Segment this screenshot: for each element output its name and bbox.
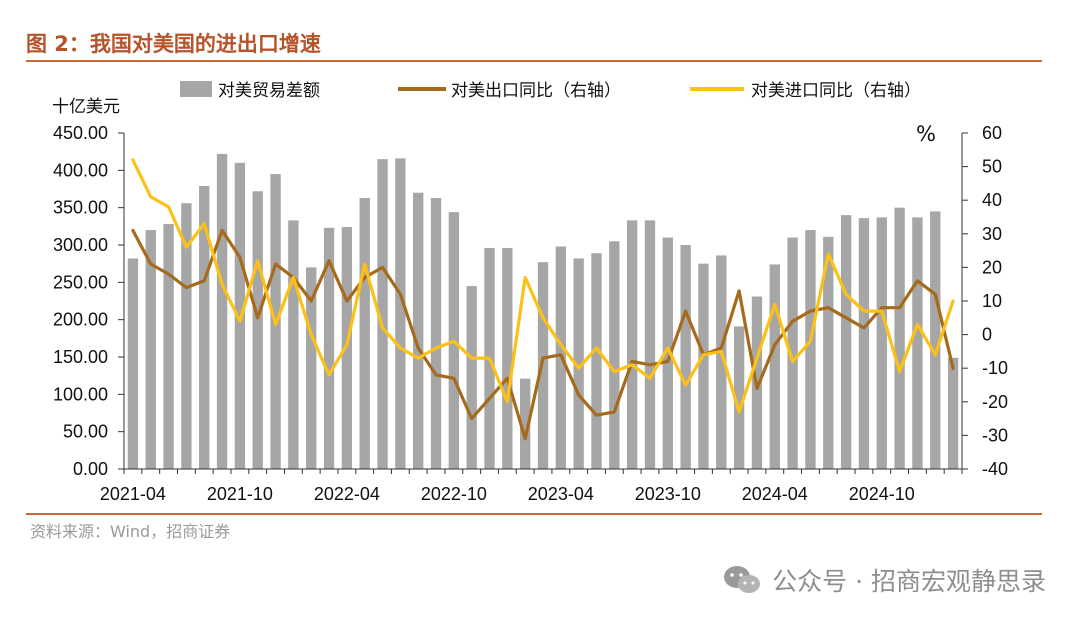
bar — [519, 378, 531, 469]
x-tick-label: 2023-10 — [635, 484, 701, 504]
right-tick-label: -30 — [982, 425, 1008, 445]
right-axis-unit: % — [916, 122, 936, 146]
left-tick-label: 400.00 — [53, 160, 108, 180]
bar — [502, 247, 513, 469]
bar — [823, 236, 834, 469]
bar — [680, 245, 691, 469]
bar — [573, 258, 584, 469]
bar — [537, 262, 549, 469]
x-tick-label: 2022-10 — [421, 484, 487, 504]
bar — [591, 253, 602, 469]
legend-label-import: 对美进口同比（右轴） — [751, 81, 921, 101]
left-tick-label: 350.00 — [53, 198, 108, 218]
bar — [377, 159, 388, 469]
x-tick-label: 2023-04 — [528, 484, 594, 504]
bar — [413, 192, 424, 469]
right-tick-label: 40 — [982, 190, 1002, 210]
bar — [288, 220, 299, 469]
left-tick-label: 200.00 — [53, 310, 108, 330]
bar — [252, 191, 263, 470]
bar — [181, 203, 192, 470]
right-tick-label: 0 — [982, 325, 992, 345]
bar — [716, 255, 727, 469]
import-yoy-line — [131, 158, 955, 414]
right-tick-label: 50 — [982, 157, 1002, 177]
bar — [306, 267, 317, 469]
bar — [858, 218, 870, 469]
bar — [912, 217, 923, 469]
right-tick-label: 60 — [982, 123, 1002, 143]
wechat-icon — [724, 566, 761, 593]
left-tick-label: 50.00 — [63, 422, 108, 442]
bar — [894, 207, 905, 469]
bar — [662, 237, 673, 469]
left-tick-label: 0.00 — [73, 459, 108, 479]
bar — [341, 227, 353, 469]
bar — [787, 237, 798, 469]
source-rule — [26, 513, 1042, 515]
source-note: 资料来源：Wind，招商证券 — [30, 522, 231, 541]
left-axis: 0.00 50.00 100.00 150.00 200.00 250.00 300.00 3… — [53, 123, 125, 479]
right-tick-label: 20 — [982, 257, 1002, 277]
chart: 对美贸易差额 对美出口同比（右轴） 对美进口同比（右轴） 十亿美元 % 0.00… — [52, 81, 1008, 504]
legend-swatch-trade-balance — [180, 81, 212, 97]
x-tick-label: 2021-10 — [207, 484, 273, 504]
bar — [466, 286, 477, 469]
bar — [644, 220, 656, 469]
yoy-lines — [131, 158, 955, 441]
bar — [876, 217, 887, 469]
right-tick-label: -40 — [982, 459, 1008, 479]
left-tick-label: 100.00 — [53, 384, 108, 404]
watermark: 公众号 · 招商宏观静思录 — [722, 562, 1046, 598]
left-axis-unit: 十亿美元 — [52, 97, 120, 117]
legend-label-export: 对美出口同比（右轴） — [451, 81, 621, 101]
right-tick-label: -10 — [982, 358, 1008, 378]
left-tick-label: 450.00 — [53, 123, 108, 143]
right-tick-label: 30 — [982, 224, 1002, 244]
left-tick-label: 300.00 — [53, 235, 108, 255]
bar — [626, 220, 638, 469]
bar — [145, 230, 156, 469]
bar — [947, 357, 959, 469]
bar — [199, 186, 210, 469]
legend-label-trade-balance: 对美贸易差额 — [218, 81, 320, 101]
figure-title: 图 2：我国对美国的进出口增速 — [26, 32, 321, 56]
right-axis: -40 -30 -20 -10 0 10 20 30 40 50 60 — [961, 123, 1008, 479]
bar — [930, 211, 941, 469]
left-tick-label: 250.00 — [53, 272, 108, 292]
bar — [395, 158, 406, 470]
bar — [733, 326, 745, 469]
x-tick-label: 2022-04 — [314, 484, 380, 504]
bar — [323, 227, 335, 469]
right-tick-label: -20 — [982, 392, 1008, 412]
bar — [163, 224, 174, 469]
bar — [359, 197, 370, 469]
x-tick-label: 2021-04 — [100, 484, 166, 504]
left-tick-label: 150.00 — [53, 347, 108, 367]
x-axis: 2021-04 2021-10 2022-04 2022-10 2023-04 2023-… — [100, 468, 963, 504]
watermark-text: 公众号 · 招商宏观静思录 — [772, 567, 1046, 596]
x-tick-label: 2024-04 — [742, 484, 808, 504]
right-tick-label: 10 — [982, 291, 1002, 311]
bar — [840, 215, 852, 469]
bar — [127, 258, 139, 469]
x-tick-label: 2024-10 — [849, 484, 915, 504]
title-rule — [26, 60, 1042, 62]
bar — [698, 263, 709, 469]
bar — [805, 230, 816, 469]
bar — [430, 197, 442, 469]
bar — [609, 241, 620, 469]
legend: 对美贸易差额 对美出口同比（右轴） 对美进口同比（右轴） — [180, 81, 921, 101]
bar — [769, 264, 780, 469]
bar — [216, 153, 228, 469]
